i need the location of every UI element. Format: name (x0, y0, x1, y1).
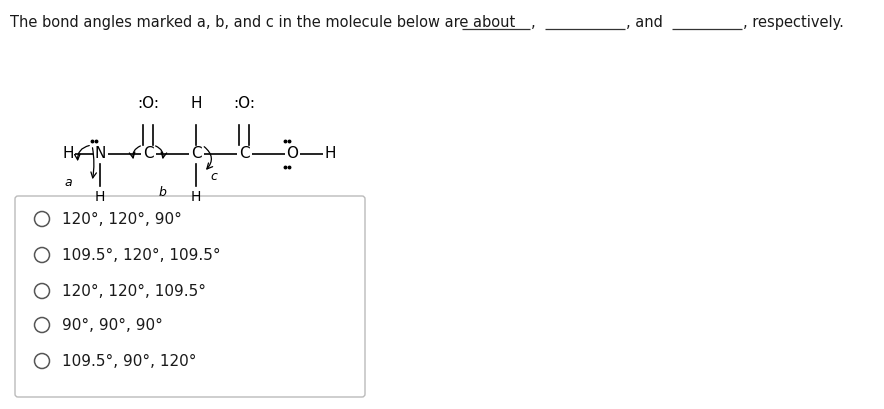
Text: 109.5°, 120°, 109.5°: 109.5°, 120°, 109.5° (62, 247, 221, 263)
Text: b: b (158, 186, 166, 198)
Circle shape (34, 247, 50, 263)
Circle shape (34, 211, 50, 227)
Circle shape (34, 353, 50, 369)
Text: 120°, 120°, 109.5°: 120°, 120°, 109.5° (62, 283, 206, 299)
Text: H: H (95, 190, 105, 204)
Text: 120°, 120°, 90°: 120°, 120°, 90° (62, 211, 182, 227)
Text: , respectively.: , respectively. (743, 15, 844, 30)
Text: 109.5°, 90°, 120°: 109.5°, 90°, 120° (62, 353, 196, 369)
Text: C: C (142, 146, 153, 162)
Text: C: C (239, 146, 249, 162)
Text: :O:: :O: (233, 95, 255, 110)
Text: , and: , and (626, 15, 663, 30)
Text: H: H (62, 146, 73, 162)
Text: 90°, 90°, 90°: 90°, 90°, 90° (62, 317, 163, 333)
Text: C: C (191, 146, 202, 162)
Text: H: H (324, 146, 336, 162)
Circle shape (34, 283, 50, 299)
Text: H: H (191, 190, 202, 204)
FancyBboxPatch shape (15, 196, 365, 397)
Text: ,: , (531, 15, 536, 30)
Text: c: c (210, 169, 217, 182)
Circle shape (34, 317, 50, 333)
Text: H: H (190, 95, 202, 110)
Text: N: N (95, 146, 106, 162)
Text: The bond angles marked a, b, and c in the molecule below are about: The bond angles marked a, b, and c in th… (10, 15, 515, 30)
Text: :O:: :O: (137, 95, 159, 110)
Text: a: a (65, 175, 72, 189)
Text: O: O (286, 146, 298, 162)
